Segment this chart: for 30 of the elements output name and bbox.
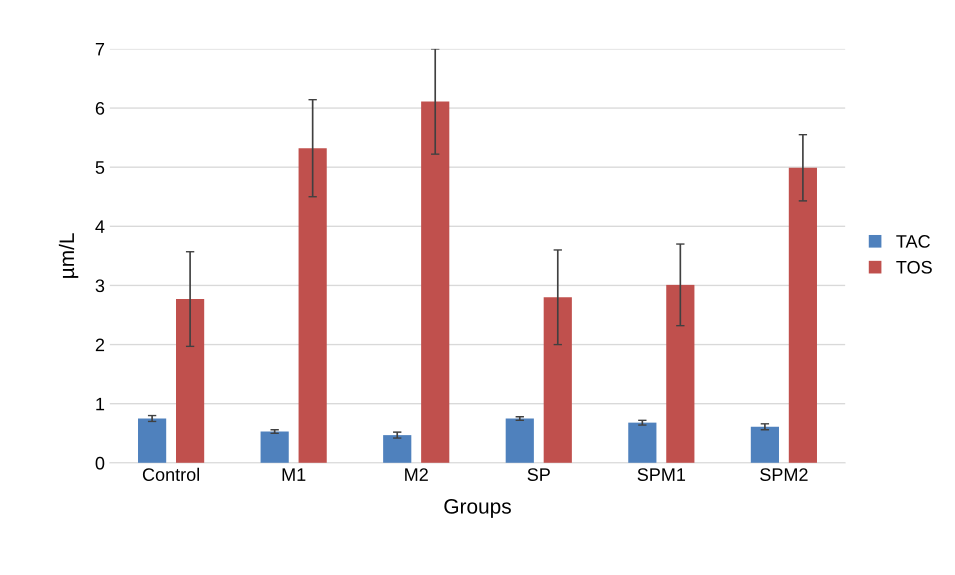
y-tick-label: 3 (96, 279, 104, 292)
x-tick-label: SPM2 (760, 468, 808, 481)
bar (544, 297, 572, 463)
y-axis-title: µm/L (58, 233, 78, 278)
y-tick-label: 6 (96, 102, 104, 115)
bar (506, 418, 534, 463)
bar (666, 284, 694, 463)
y-tick-label: 0 (96, 456, 104, 470)
y-tick-label: 1 (96, 398, 104, 410)
bar (421, 102, 450, 463)
bar (298, 148, 327, 463)
bar (260, 432, 289, 463)
x-axis-title: Groups (444, 499, 511, 518)
bar (750, 426, 779, 463)
y-tick-label: 2 (96, 338, 104, 352)
bar (788, 168, 817, 463)
bar (628, 422, 656, 463)
y-tick-label: 5 (96, 161, 104, 174)
legend-label: TOS (896, 260, 932, 274)
bar (383, 435, 412, 463)
x-tick-label: M1 (282, 468, 306, 481)
y-tick-label: 7 (96, 42, 104, 56)
x-tick-label: M2 (405, 468, 428, 481)
x-tick-label: SP (528, 468, 550, 481)
bar (138, 418, 166, 463)
x-tick-label: SPM1 (638, 468, 686, 481)
legend-label: TAC (896, 235, 930, 248)
bar (176, 299, 204, 463)
y-tick-label: 4 (95, 220, 104, 233)
x-tick-label: Control (142, 468, 199, 481)
